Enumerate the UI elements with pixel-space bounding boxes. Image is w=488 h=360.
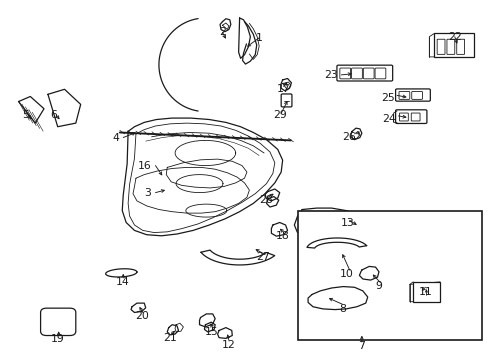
Bar: [298, 211, 481, 340]
Text: 18: 18: [275, 231, 289, 241]
Text: 27: 27: [256, 252, 269, 262]
Text: 26: 26: [342, 132, 355, 142]
Text: 22: 22: [447, 32, 461, 42]
Text: 28: 28: [259, 195, 273, 205]
FancyBboxPatch shape: [395, 110, 426, 123]
Polygon shape: [122, 118, 282, 236]
Text: 5: 5: [22, 110, 29, 120]
Text: 4: 4: [113, 132, 120, 143]
Text: 20: 20: [135, 311, 148, 321]
Text: 23: 23: [324, 70, 338, 80]
Text: 3: 3: [144, 188, 151, 198]
FancyBboxPatch shape: [412, 282, 439, 302]
Text: 10: 10: [340, 269, 353, 279]
Text: 17: 17: [276, 84, 290, 94]
Text: 24: 24: [382, 114, 395, 124]
Text: 19: 19: [51, 334, 64, 344]
Text: 21: 21: [163, 333, 177, 343]
FancyBboxPatch shape: [336, 65, 392, 81]
Text: 7: 7: [358, 341, 365, 351]
FancyBboxPatch shape: [395, 89, 429, 101]
Text: 12: 12: [222, 340, 235, 350]
Text: 9: 9: [375, 281, 382, 291]
Text: 8: 8: [338, 304, 345, 314]
Text: 16: 16: [138, 161, 151, 171]
Text: 15: 15: [204, 327, 218, 337]
Text: 6: 6: [50, 110, 57, 120]
Text: 14: 14: [115, 276, 129, 287]
FancyBboxPatch shape: [433, 33, 473, 57]
Text: 1: 1: [255, 33, 262, 43]
Text: 13: 13: [340, 218, 353, 228]
Text: 29: 29: [272, 110, 286, 120]
Text: 25: 25: [381, 93, 394, 103]
Text: 2: 2: [219, 27, 225, 37]
Text: 11: 11: [418, 287, 431, 297]
